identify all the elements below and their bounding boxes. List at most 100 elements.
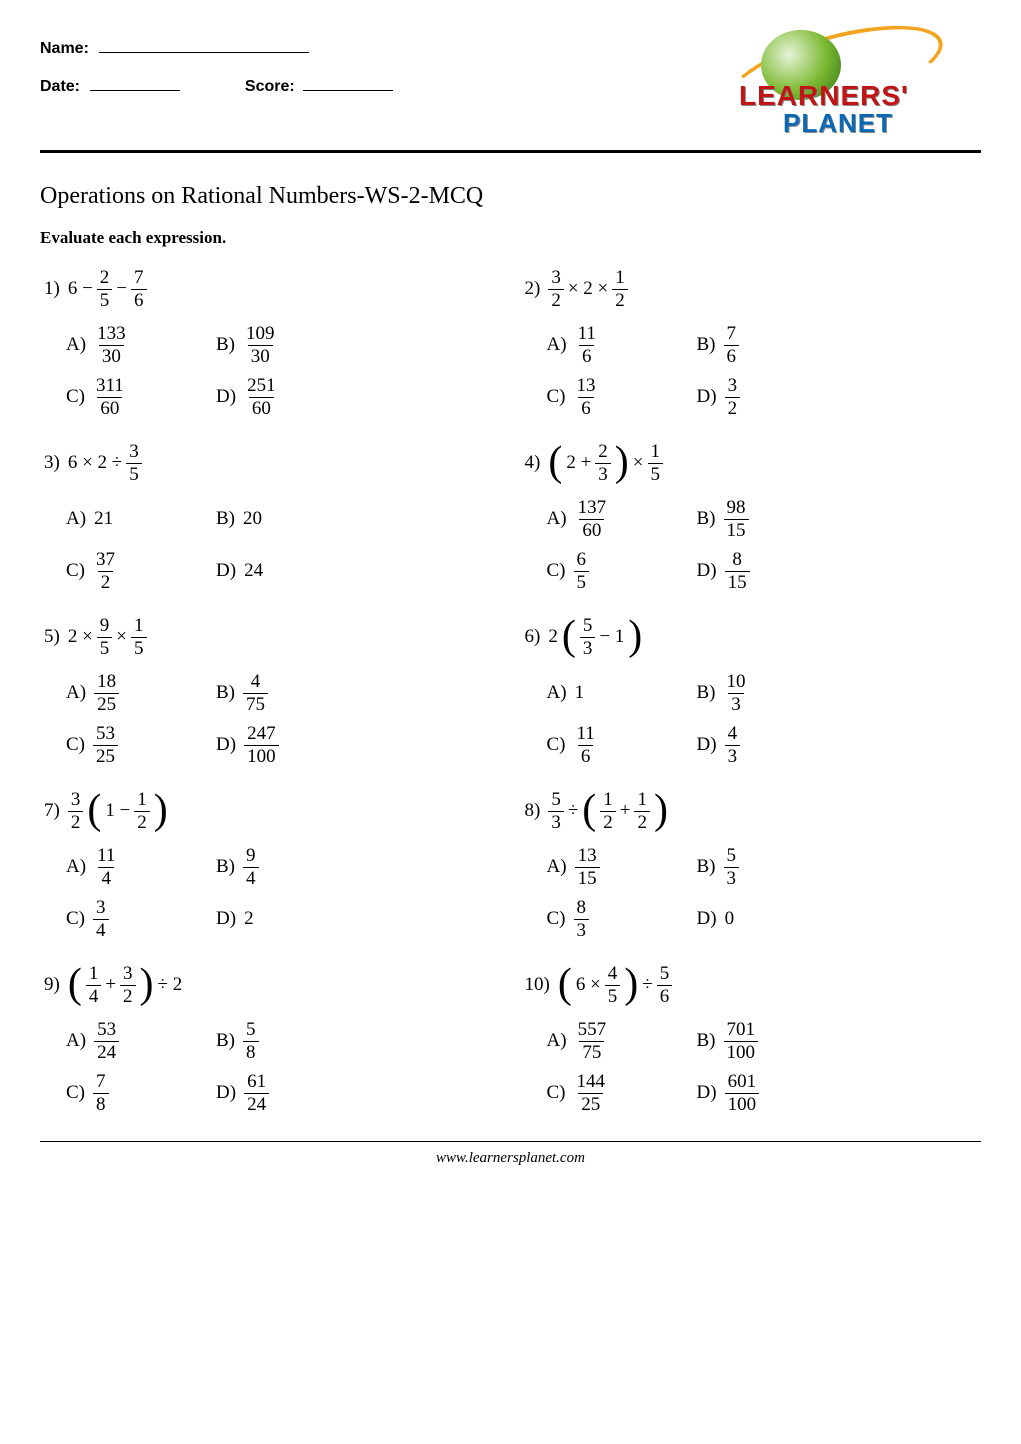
answer-option[interactable]: B)103 (697, 670, 847, 716)
option-label: B) (216, 508, 235, 530)
answer-option[interactable]: D)43 (697, 722, 847, 768)
option-label: A) (66, 508, 86, 530)
answer-option[interactable]: D)2 (216, 896, 366, 942)
option-label: C) (547, 386, 566, 408)
instruction-text: Evaluate each expression. (40, 228, 981, 248)
question-number: 1) (44, 278, 60, 300)
date-blank[interactable] (90, 75, 180, 91)
worksheet-header: Name: Date: Score: LEARNERS' PLANET (40, 30, 981, 140)
question-number: 8) (525, 800, 541, 822)
option-label: D) (216, 560, 236, 582)
option-label: A) (547, 1030, 567, 1052)
question: 8)53÷(12+12)A)1315B)53C)83D)0 (521, 788, 982, 942)
answer-options: A)5324B)58C)78D)6124 (44, 1018, 501, 1116)
answer-options: A)55775B)701100C)14425D)601100 (525, 1018, 982, 1116)
option-label: A) (547, 334, 567, 356)
answer-option[interactable]: B)58 (216, 1018, 366, 1064)
answer-option[interactable]: A)1315 (547, 844, 697, 890)
score-blank[interactable] (303, 75, 393, 91)
option-label: C) (66, 560, 85, 582)
answer-option[interactable]: D)6124 (216, 1070, 366, 1116)
option-label: C) (66, 908, 85, 930)
answer-option[interactable]: B)9815 (697, 496, 847, 542)
answer-option[interactable]: C)372 (66, 548, 216, 594)
answer-option[interactable]: D)815 (697, 548, 847, 594)
question: 10)(6 ×45)÷56A)55775B)701100C)14425D)601… (521, 962, 982, 1116)
name-blank[interactable] (99, 37, 309, 53)
answer-option[interactable]: D)601100 (697, 1070, 847, 1116)
answer-option[interactable]: B)475 (216, 670, 366, 716)
answer-option[interactable]: C)65 (547, 548, 697, 594)
answer-options: A)1825B)475C)5325D)247100 (44, 670, 501, 768)
option-label: B) (216, 856, 235, 878)
answer-option[interactable]: C)116 (547, 722, 697, 768)
answer-option[interactable]: D)32 (697, 374, 847, 420)
question-number: 3) (44, 452, 60, 474)
answer-option[interactable]: B)10930 (216, 322, 366, 368)
question-stem: 9)(14+32)÷ 2 (44, 962, 501, 1008)
question-stem: 3)6 × 2 ÷35 (44, 440, 501, 486)
option-label: B) (697, 508, 716, 530)
option-label: A) (66, 682, 86, 704)
logo: LEARNERS' PLANET (721, 30, 981, 140)
answer-option[interactable]: C)83 (547, 896, 697, 942)
score-label: Score: (245, 78, 295, 95)
question-stem: 7)32(1 −12) (44, 788, 501, 834)
answer-option[interactable]: B)20 (216, 496, 366, 542)
option-label: C) (66, 734, 85, 756)
question-stem: 1)6 −25−76 (44, 266, 501, 312)
answer-option[interactable]: D)247100 (216, 722, 366, 768)
answer-option[interactable]: B)94 (216, 844, 366, 890)
answer-option[interactable]: C)34 (66, 896, 216, 942)
answer-option[interactable]: C)31160 (66, 374, 216, 420)
answer-options: A)116B)76C)136D)32 (525, 322, 982, 420)
answer-option[interactable]: A)5324 (66, 1018, 216, 1064)
option-label: D) (697, 386, 717, 408)
student-fields: Name: Date: Score: (40, 30, 393, 107)
answer-option[interactable]: D)25160 (216, 374, 366, 420)
question: 5)2 ×95×15 A)1825B)475C)5325D)247100 (40, 614, 501, 768)
answer-options: A)21B)20C)372D)24 (44, 496, 501, 594)
question: 6)2(53− 1)A)1B)103C)116D)43 (521, 614, 982, 768)
worksheet-title: Operations on Rational Numbers-WS-2-MCQ (40, 183, 981, 210)
option-label: C) (66, 1082, 85, 1104)
answer-option[interactable]: A)55775 (547, 1018, 697, 1064)
answer-option[interactable]: B)53 (697, 844, 847, 890)
answer-option[interactable]: D)24 (216, 548, 366, 594)
option-label: A) (547, 856, 567, 878)
answer-options: A)114B)94C)34D)2 (44, 844, 501, 942)
option-label: B) (216, 682, 235, 704)
answer-option[interactable]: A)21 (66, 496, 216, 542)
answer-option[interactable]: C)78 (66, 1070, 216, 1116)
option-label: D) (697, 734, 717, 756)
answer-option[interactable]: B)701100 (697, 1018, 847, 1064)
answer-option[interactable]: C)14425 (547, 1070, 697, 1116)
option-label: A) (66, 1030, 86, 1052)
option-label: D) (697, 560, 717, 582)
logo-text-2: PLANET (783, 108, 893, 139)
answer-option[interactable]: A)1 (547, 670, 697, 716)
question: 3)6 × 2 ÷35 A)21B)20C)372D)24 (40, 440, 501, 594)
answer-option[interactable]: B)76 (697, 322, 847, 368)
question-stem: 5)2 ×95×15 (44, 614, 501, 660)
answer-option[interactable]: A)116 (547, 322, 697, 368)
option-label: A) (547, 508, 567, 530)
question: 4)(2 +23)×15 A)13760B)9815C)65D)815 (521, 440, 982, 594)
question-number: 2) (525, 278, 541, 300)
option-label: B) (697, 856, 716, 878)
answer-option[interactable]: A)114 (66, 844, 216, 890)
answer-option[interactable]: A)13760 (547, 496, 697, 542)
option-label: C) (547, 908, 566, 930)
answer-option[interactable]: C)5325 (66, 722, 216, 768)
answer-option[interactable]: A)13330 (66, 322, 216, 368)
answer-option[interactable]: A)1825 (66, 670, 216, 716)
question-stem: 4)(2 +23)×15 (525, 440, 982, 486)
question-number: 5) (44, 626, 60, 648)
answer-options: A)1B)103C)116D)43 (525, 670, 982, 768)
date-label: Date: (40, 78, 80, 95)
option-label: C) (547, 560, 566, 582)
option-label: C) (547, 1082, 566, 1104)
answer-option[interactable]: C)136 (547, 374, 697, 420)
question: 9)(14+32)÷ 2 A)5324B)58C)78D)6124 (40, 962, 501, 1116)
answer-option[interactable]: D)0 (697, 896, 847, 942)
